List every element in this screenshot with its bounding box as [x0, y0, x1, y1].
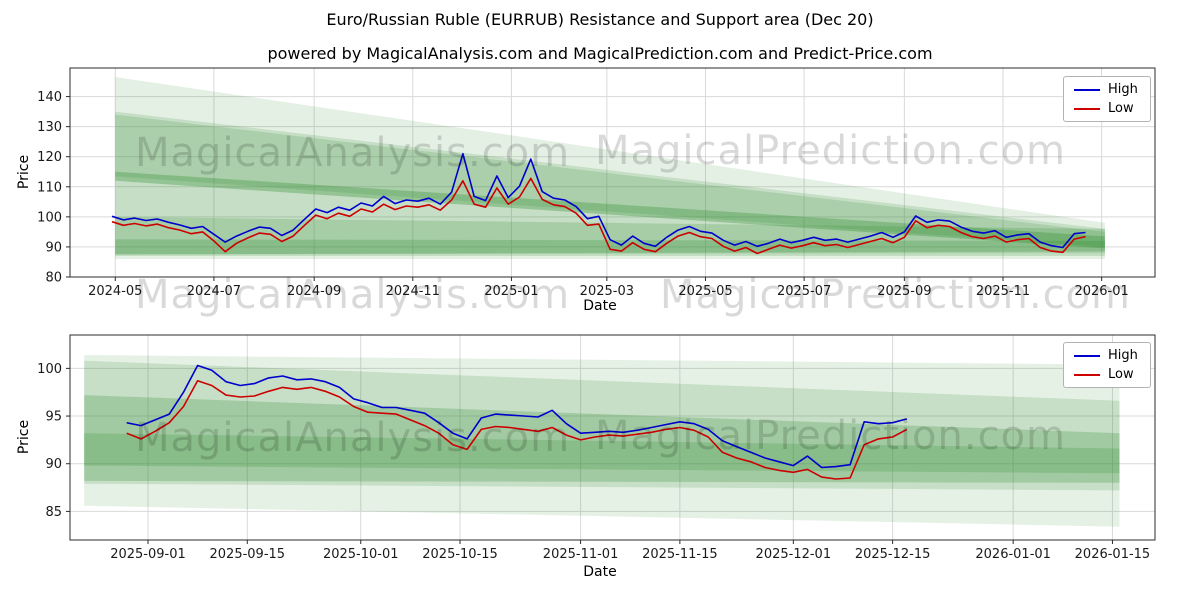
y-tick-label: 100 [37, 210, 62, 225]
plot-border [69, 334, 1156, 541]
support-resistance-band [115, 111, 1105, 255]
top-chart-xlabel: Date [583, 298, 617, 314]
x-tick-label: 2025-05 [678, 284, 732, 299]
x-tick-label: 2025-12-15 [855, 547, 931, 562]
watermark-prediction-bottom: MagicalPrediction.com [595, 413, 1066, 459]
x-tick-label: 2024-11 [386, 284, 440, 299]
y-tick-label: 120 [37, 150, 62, 165]
x-tick-label: 2026-01-15 [1075, 547, 1151, 562]
x-tick-label: 2025-10-15 [422, 547, 498, 562]
legend-label-low: Low [1108, 101, 1134, 116]
top-chart-legend: High Low [1063, 76, 1151, 122]
y-tick-label: 110 [37, 180, 62, 195]
y-tick-label: 95 [45, 410, 62, 425]
bottom-chart-ylabel: Price [16, 419, 32, 455]
x-tick-label: 2025-11 [976, 284, 1030, 299]
support-resistance-band [115, 239, 1105, 255]
low-line-sample [1074, 373, 1100, 376]
support-resistance-band [84, 355, 1120, 527]
x-tick-label: 2025-07 [777, 284, 831, 299]
y-tick-label: 80 [45, 271, 62, 286]
x-tick-label: 2025-01 [484, 284, 538, 299]
price-line-high [126, 364, 908, 469]
support-resistance-band [84, 433, 1120, 474]
support-resistance-band [115, 114, 1105, 247]
page-title: Euro/Russian Ruble (EURRUB) Resistance a… [326, 10, 874, 29]
legend-entry-high: High [1074, 83, 1138, 96]
support-resistance-band [84, 395, 1120, 483]
y-tick-label: 140 [37, 90, 62, 105]
legend-label-high: High [1108, 82, 1138, 97]
high-line-sample [1074, 88, 1100, 91]
price-line-high [111, 152, 1086, 249]
x-tick-label: 2024-09 [287, 284, 341, 299]
top-chart-ylabel: Price [16, 154, 32, 190]
y-tick-label: 100 [37, 362, 62, 377]
y-tick-label: 85 [45, 505, 62, 520]
x-tick-label: 2025-10-01 [323, 547, 399, 562]
price-line-low [126, 379, 908, 480]
x-tick-label: 2024-07 [187, 284, 241, 299]
watermark-prediction-mid: MagicalPrediction.com [660, 272, 1131, 318]
support-resistance-band [84, 360, 1120, 491]
watermark-analysis-bottom: MagicalAnalysis.com [135, 415, 571, 461]
chart-subtitle: powered by MagicalAnalysis.com and Magic… [267, 44, 933, 63]
legend-label-low: Low [1108, 367, 1134, 382]
watermark-prediction-top: MagicalPrediction.com [595, 128, 1066, 174]
legend-entry-low: Low [1074, 368, 1138, 381]
x-tick-label: 2025-09-01 [110, 547, 186, 562]
plot-border [69, 67, 1156, 278]
x-tick-label: 2026-01-01 [975, 547, 1051, 562]
watermark-analysis-top: MagicalAnalysis.com [135, 130, 571, 176]
x-tick-label: 2025-11-01 [543, 547, 619, 562]
legend-label-high: High [1108, 348, 1138, 363]
y-tick-label: 130 [37, 120, 62, 135]
x-tick-label: 2025-09 [877, 284, 931, 299]
legend-entry-high: High [1074, 349, 1138, 362]
x-tick-label: 2026-01 [1074, 284, 1128, 299]
support-resistance-band [115, 216, 1105, 256]
x-tick-label: 2024-05 [88, 284, 142, 299]
y-tick-label: 90 [45, 457, 62, 472]
x-tick-label: 2025-12-01 [756, 547, 832, 562]
low-line-sample [1074, 107, 1100, 110]
high-line-sample [1074, 354, 1100, 357]
watermark-analysis-mid: MagicalAnalysis.com [135, 272, 571, 318]
x-tick-label: 2025-03 [580, 284, 634, 299]
legend-entry-low: Low [1074, 102, 1138, 115]
y-tick-label: 90 [45, 240, 62, 255]
x-tick-label: 2025-09-15 [210, 547, 286, 562]
support-resistance-band [115, 77, 1105, 259]
bottom-chart-xlabel: Date [583, 564, 617, 580]
price-line-low [111, 177, 1086, 255]
support-resistance-band [115, 171, 1105, 249]
bottom-chart-legend: High Low [1063, 342, 1151, 388]
x-tick-label: 2025-11-15 [642, 547, 718, 562]
